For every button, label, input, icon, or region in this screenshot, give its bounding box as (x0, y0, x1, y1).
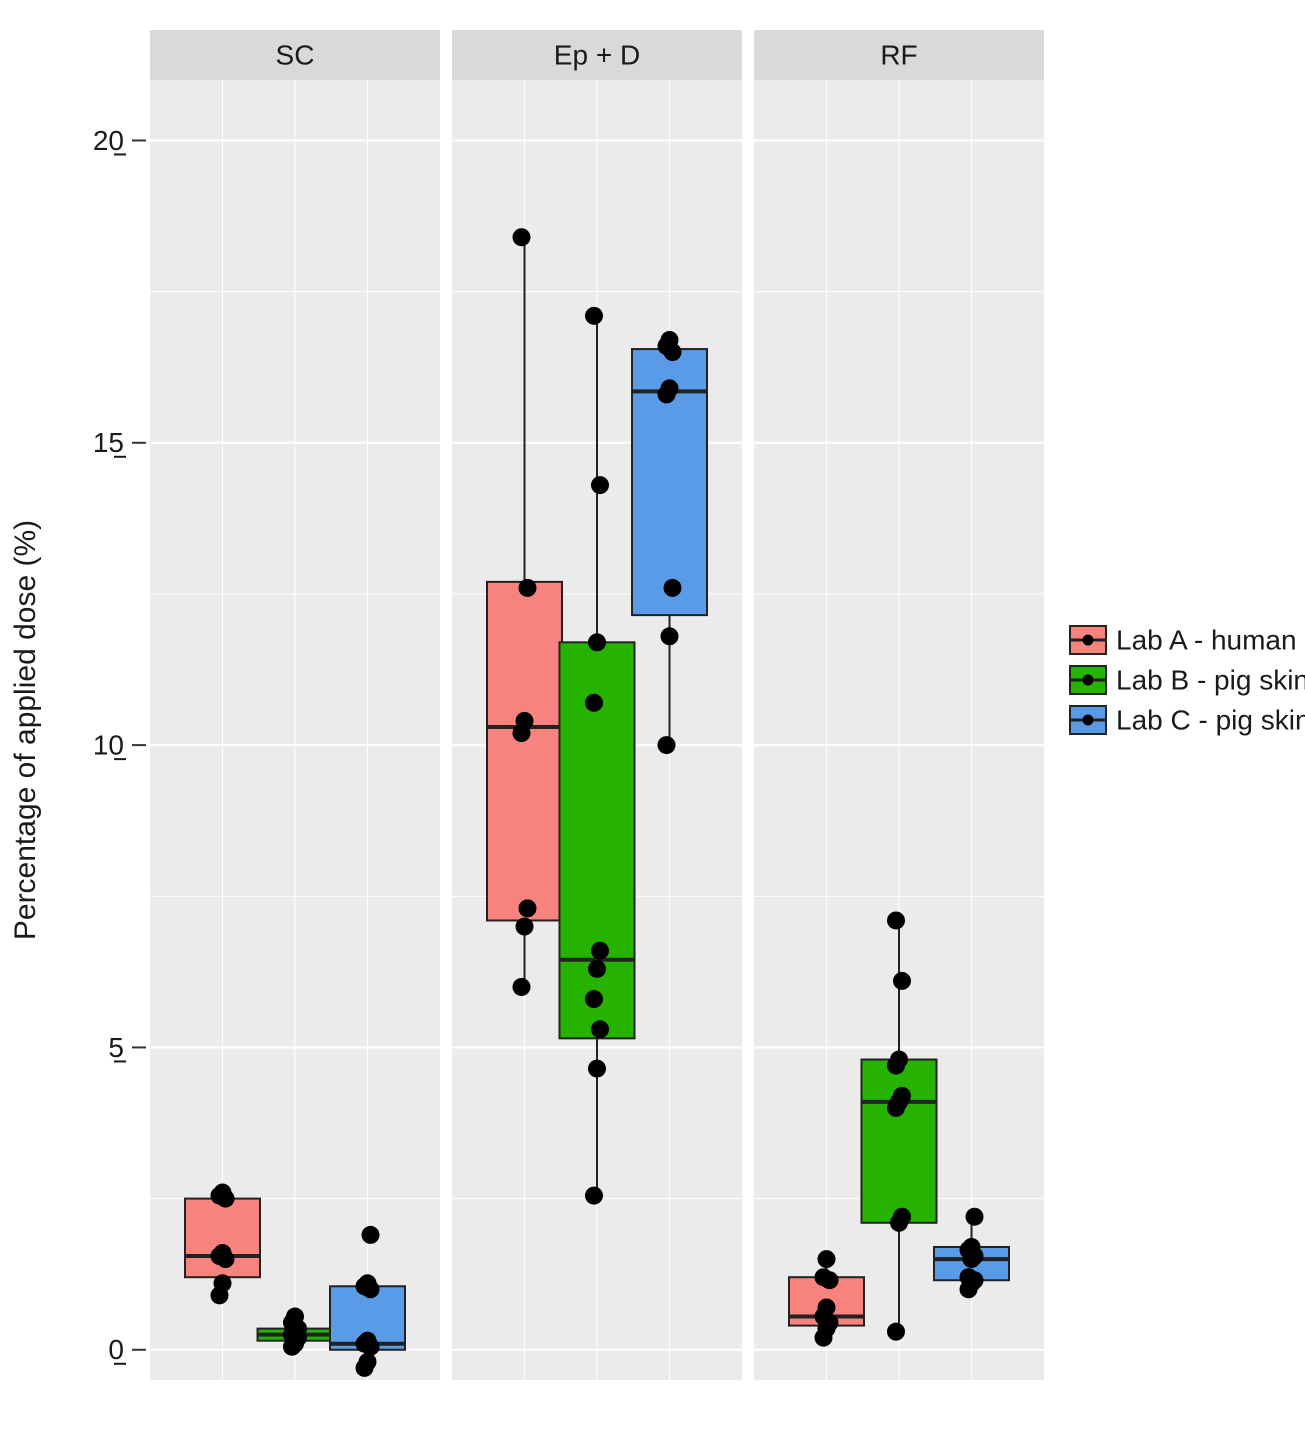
data-point (893, 1208, 911, 1226)
data-point (513, 228, 531, 246)
data-point (661, 379, 679, 397)
data-point (893, 972, 911, 990)
data-point (887, 1323, 905, 1341)
data-point (818, 1298, 836, 1316)
data-point (214, 1184, 232, 1202)
data-point (887, 911, 905, 929)
data-point (661, 627, 679, 645)
data-point (513, 978, 531, 996)
box (487, 582, 562, 921)
data-point (591, 942, 609, 960)
data-point (890, 1051, 908, 1069)
data-point (585, 990, 603, 1008)
data-point (966, 1208, 984, 1226)
y-tick-label: 5 (108, 1032, 124, 1063)
data-point (359, 1274, 377, 1292)
data-point (893, 1087, 911, 1105)
data-point (585, 1187, 603, 1205)
data-point (591, 1020, 609, 1038)
y-axis-title: Percentage of applied dose (%) (9, 520, 42, 940)
data-point (359, 1332, 377, 1350)
data-point (214, 1274, 232, 1292)
boxplot-chart: Percentage of applied dose (%) SC Ep + D R… (0, 0, 1305, 1435)
box (862, 1060, 937, 1223)
data-point (519, 579, 537, 597)
data-point (359, 1353, 377, 1371)
data-point (519, 899, 537, 917)
data-point (960, 1268, 978, 1286)
y-tick-label: 15 (93, 427, 124, 458)
legend-label: Lab C - pig skin (1116, 704, 1305, 735)
facet-label: Ep + D (554, 39, 640, 70)
data-point (585, 307, 603, 325)
data-point (214, 1244, 232, 1262)
data-point (588, 633, 606, 651)
data-point (516, 712, 534, 730)
legend: Lab A - human skin Lab B - pig skin Lab C … (1070, 624, 1305, 735)
data-point (286, 1308, 304, 1326)
data-point (661, 331, 679, 349)
data-point (664, 579, 682, 597)
legend-label: Lab A - human skin (1116, 624, 1305, 655)
data-point (585, 694, 603, 712)
data-point (963, 1238, 981, 1256)
y-tick-label: 10 (93, 730, 124, 761)
facet-label: SC (276, 39, 315, 70)
data-point (818, 1250, 836, 1268)
data-point (516, 918, 534, 936)
data-point (588, 1060, 606, 1078)
data-point (815, 1268, 833, 1286)
data-point (658, 736, 676, 754)
data-point (362, 1226, 380, 1244)
data-point (591, 476, 609, 494)
data-point (588, 960, 606, 978)
y-tick-label: 20 (93, 125, 124, 156)
facet-label: RF (880, 39, 917, 70)
legend-label: Lab B - pig skin (1116, 664, 1305, 695)
y-tick-label: 0 (108, 1334, 124, 1365)
